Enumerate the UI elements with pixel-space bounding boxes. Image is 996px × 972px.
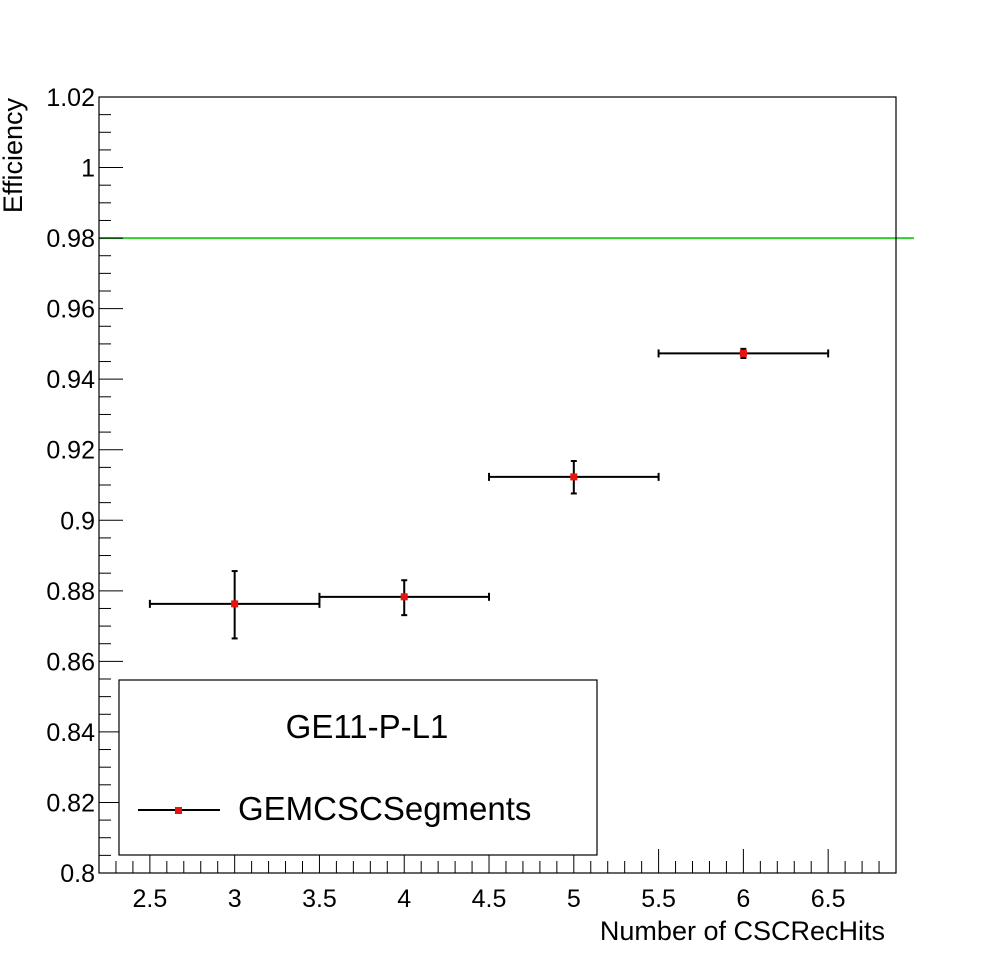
y-tick-label: 0.86 [46, 648, 95, 676]
y-tick-label: 0.9 [60, 507, 95, 535]
data-series [148, 347, 830, 640]
x-tick-label: 6.5 [811, 885, 846, 913]
y-tick-label: 0.88 [46, 578, 95, 606]
y-tick-label: 0.92 [46, 437, 95, 465]
y-tick-label: 1 [81, 155, 95, 183]
y-axis: 0.8 0.82 0.84 0.86 0.88 0.9 0.92 0.94 0.96 0.98 1 1… [46, 84, 123, 888]
point-marker [400, 593, 408, 601]
legend: GE11-P-L1 GEMCSCSegments [118, 679, 598, 856]
y-tick-label: 0.82 [46, 789, 95, 817]
legend-marker [175, 807, 182, 814]
x-tick-label: 3 [228, 885, 242, 913]
y-tick-label: 1.02 [46, 84, 95, 112]
x-tick-label: 3.5 [302, 885, 337, 913]
data-point [657, 347, 830, 360]
y-tick-label: 0.8 [60, 860, 95, 888]
y-tick-label: 0.98 [46, 225, 95, 253]
legend-title: GE11-P-L1 [286, 708, 449, 745]
y-tick-label: 0.94 [46, 366, 95, 394]
x-tick-label: 2.5 [132, 885, 167, 913]
x-tick-label: 5 [567, 885, 581, 913]
x-axis-title: Number of CSCRecHits [600, 916, 885, 946]
x-tick-label: 5.5 [641, 885, 676, 913]
x-tick-label: 6 [736, 885, 750, 913]
x-axis: 2.5 3 3.5 4 4.5 5 5.5 6 6.5 [98, 849, 897, 913]
x-tick-label: 4.5 [472, 885, 507, 913]
point-marker [231, 600, 239, 608]
x-tick-label: 4 [397, 885, 411, 913]
point-marker [739, 349, 747, 357]
point-marker [570, 473, 578, 481]
legend-box [118, 679, 598, 856]
y-tick-label: 0.96 [46, 296, 95, 324]
data-point [148, 570, 321, 640]
data-point [318, 579, 491, 617]
legend-entry-label: GEMCSCSegments [238, 790, 531, 827]
data-point [488, 460, 660, 495]
y-axis-title: Efficiency [0, 98, 28, 214]
y-tick-label: 0.84 [46, 719, 95, 747]
